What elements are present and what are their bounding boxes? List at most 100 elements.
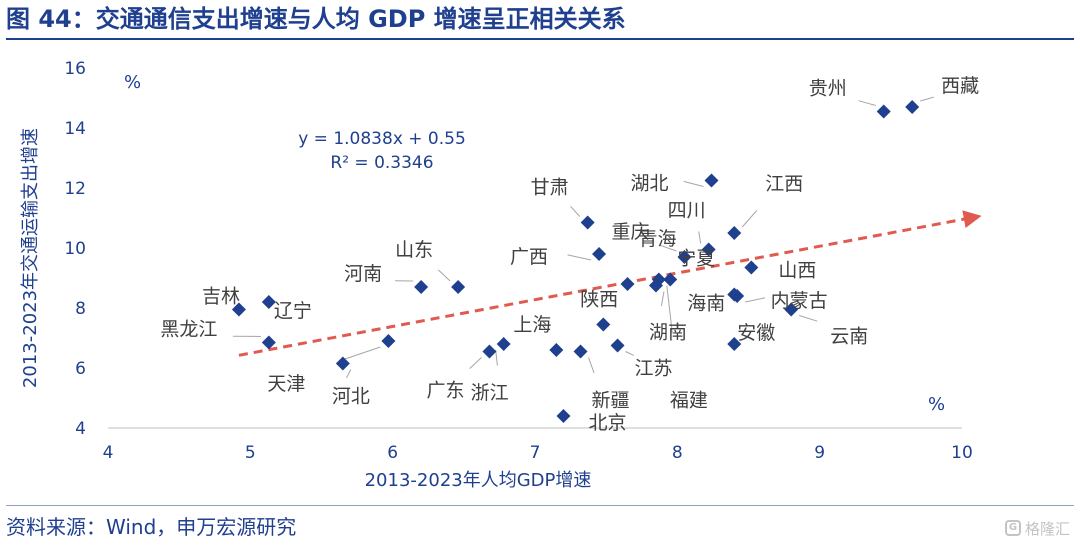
point-label: 上海 [513,314,551,336]
point-label: 浙江 [471,382,509,404]
data-point [482,344,497,359]
trendline-r-squared: R² = 0.3346 [330,153,433,173]
label-leader-line [920,96,934,102]
data-point [596,317,611,332]
x-tick-label: 6 [387,443,398,463]
data-point [610,338,625,353]
point-label: 内蒙古 [771,290,828,312]
label-leader-line [469,357,482,369]
label-leader-line [741,210,758,228]
data-point [876,104,891,119]
figure-title: 图 44：交通通信支出增速与人均 GDP 增速呈正相关关系 [6,5,626,33]
data-point [556,409,571,423]
data-point [592,247,607,261]
point-label: 河南 [344,263,382,285]
y-tick-label: 6 [75,359,86,379]
y-unit-label: % [124,72,141,93]
data-point [496,337,511,351]
x-tick-label: 9 [814,443,825,463]
trendline-layer: y = 1.0838x + 0.55 R² = 0.3346 [238,129,982,357]
point-label: 江西 [765,173,803,195]
watermark-logo-icon: G [1004,520,1021,536]
point-label: 河北 [332,386,370,408]
points-layer [231,100,920,423]
y-axis-title: 2013-2023年交通运输支出增速 [20,128,41,388]
data-point [701,242,716,257]
data-point [414,280,429,294]
label-leader-line [666,285,673,334]
label-leader-line [625,351,634,356]
point-label: 辽宁 [274,300,312,322]
label-leader-line [660,291,665,307]
y-tick-label: 10 [64,239,86,259]
point-label: 湖南 [649,322,687,344]
data-point [573,344,588,359]
source-note: 资料来源：Wind，申万宏源研究 [6,515,297,539]
data-point [451,280,466,294]
data-point [784,302,799,317]
label-leader-line [495,349,498,366]
axes-layer: 4 5 6 7 8 9 10 4 6 8 10 12 14 16 2013-2023年人均GDP增速 2013… [20,59,973,491]
data-point [905,100,920,114]
point-label: 天津 [267,373,305,395]
point-label: 宁夏 [677,248,715,270]
point-label: 安徽 [737,322,775,344]
point-label: 山东 [395,239,433,261]
data-point [261,335,276,350]
leader-lines-layer [232,96,934,379]
point-label: 四川 [668,200,706,222]
data-point [335,356,350,371]
point-label: 陕西 [580,289,618,311]
data-point [744,260,759,275]
y-tick-label: 4 [75,419,86,439]
y-tick-label: 12 [64,179,86,199]
data-point [231,302,246,317]
label-leader-line [567,254,592,261]
label-leader-line [659,244,677,252]
point-label: 湖北 [630,173,668,195]
point-label: 云南 [830,326,868,348]
data-point [620,277,635,291]
y-tick-label: 16 [64,59,86,79]
label-leader-line [683,180,704,187]
label-leader-line [346,369,352,379]
point-label: 山西 [778,260,816,282]
data-point [651,272,666,287]
data-point [261,295,276,309]
label-leader-line [570,205,581,217]
x-tick-label: 8 [672,443,683,463]
point-label: 广东 [426,380,464,402]
x-tick-label: 4 [103,443,114,463]
data-point [727,226,742,240]
label-leader-line [437,269,451,282]
trendline [238,210,982,357]
label-leader-line [342,346,381,361]
point-label: 甘肃 [531,177,569,199]
x-unit-label: % [928,394,945,415]
y-tick-label: 8 [75,299,86,319]
point-label: 黑龙江 [160,319,217,341]
x-tick-label: 5 [245,443,256,463]
label-leader-line [698,231,702,244]
trendline-equation: y = 1.0838x + 0.55 [298,129,466,149]
data-point [549,343,564,357]
label-leader-line [799,315,818,322]
y-tick-label: 14 [64,119,86,139]
point-label: 贵州 [809,78,847,100]
watermark: G 格隆汇 [1004,516,1070,540]
point-label: 海南 [687,293,725,315]
data-point [704,173,719,188]
x-tick-label: 7 [530,443,541,463]
data-point [727,287,742,302]
data-point [580,215,595,230]
data-point [727,337,742,351]
label-leader-line [858,100,876,106]
point-label: 吉林 [202,286,240,308]
label-leader-line [588,357,595,374]
point-label: 新疆 [592,390,630,412]
point-label: 西藏 [941,75,979,97]
x-axis-title: 2013-2023年人均GDP增速 [365,470,592,491]
point-label: 重庆 [611,221,649,243]
data-point [381,334,396,348]
